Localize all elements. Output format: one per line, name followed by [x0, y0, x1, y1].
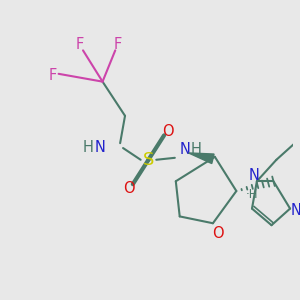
- Text: F: F: [114, 37, 122, 52]
- Text: O: O: [162, 124, 174, 139]
- Text: ·H: ·H: [246, 188, 259, 201]
- Text: F: F: [49, 68, 57, 83]
- Text: H: H: [191, 142, 202, 158]
- Text: N: N: [179, 142, 190, 158]
- Text: O: O: [123, 181, 135, 196]
- Text: O: O: [212, 226, 224, 241]
- Text: H: H: [83, 140, 94, 154]
- Text: S: S: [143, 151, 154, 169]
- Text: F: F: [76, 37, 84, 52]
- Polygon shape: [188, 153, 214, 164]
- Text: N: N: [248, 168, 260, 183]
- Text: N: N: [94, 140, 106, 154]
- Text: N: N: [290, 203, 300, 218]
